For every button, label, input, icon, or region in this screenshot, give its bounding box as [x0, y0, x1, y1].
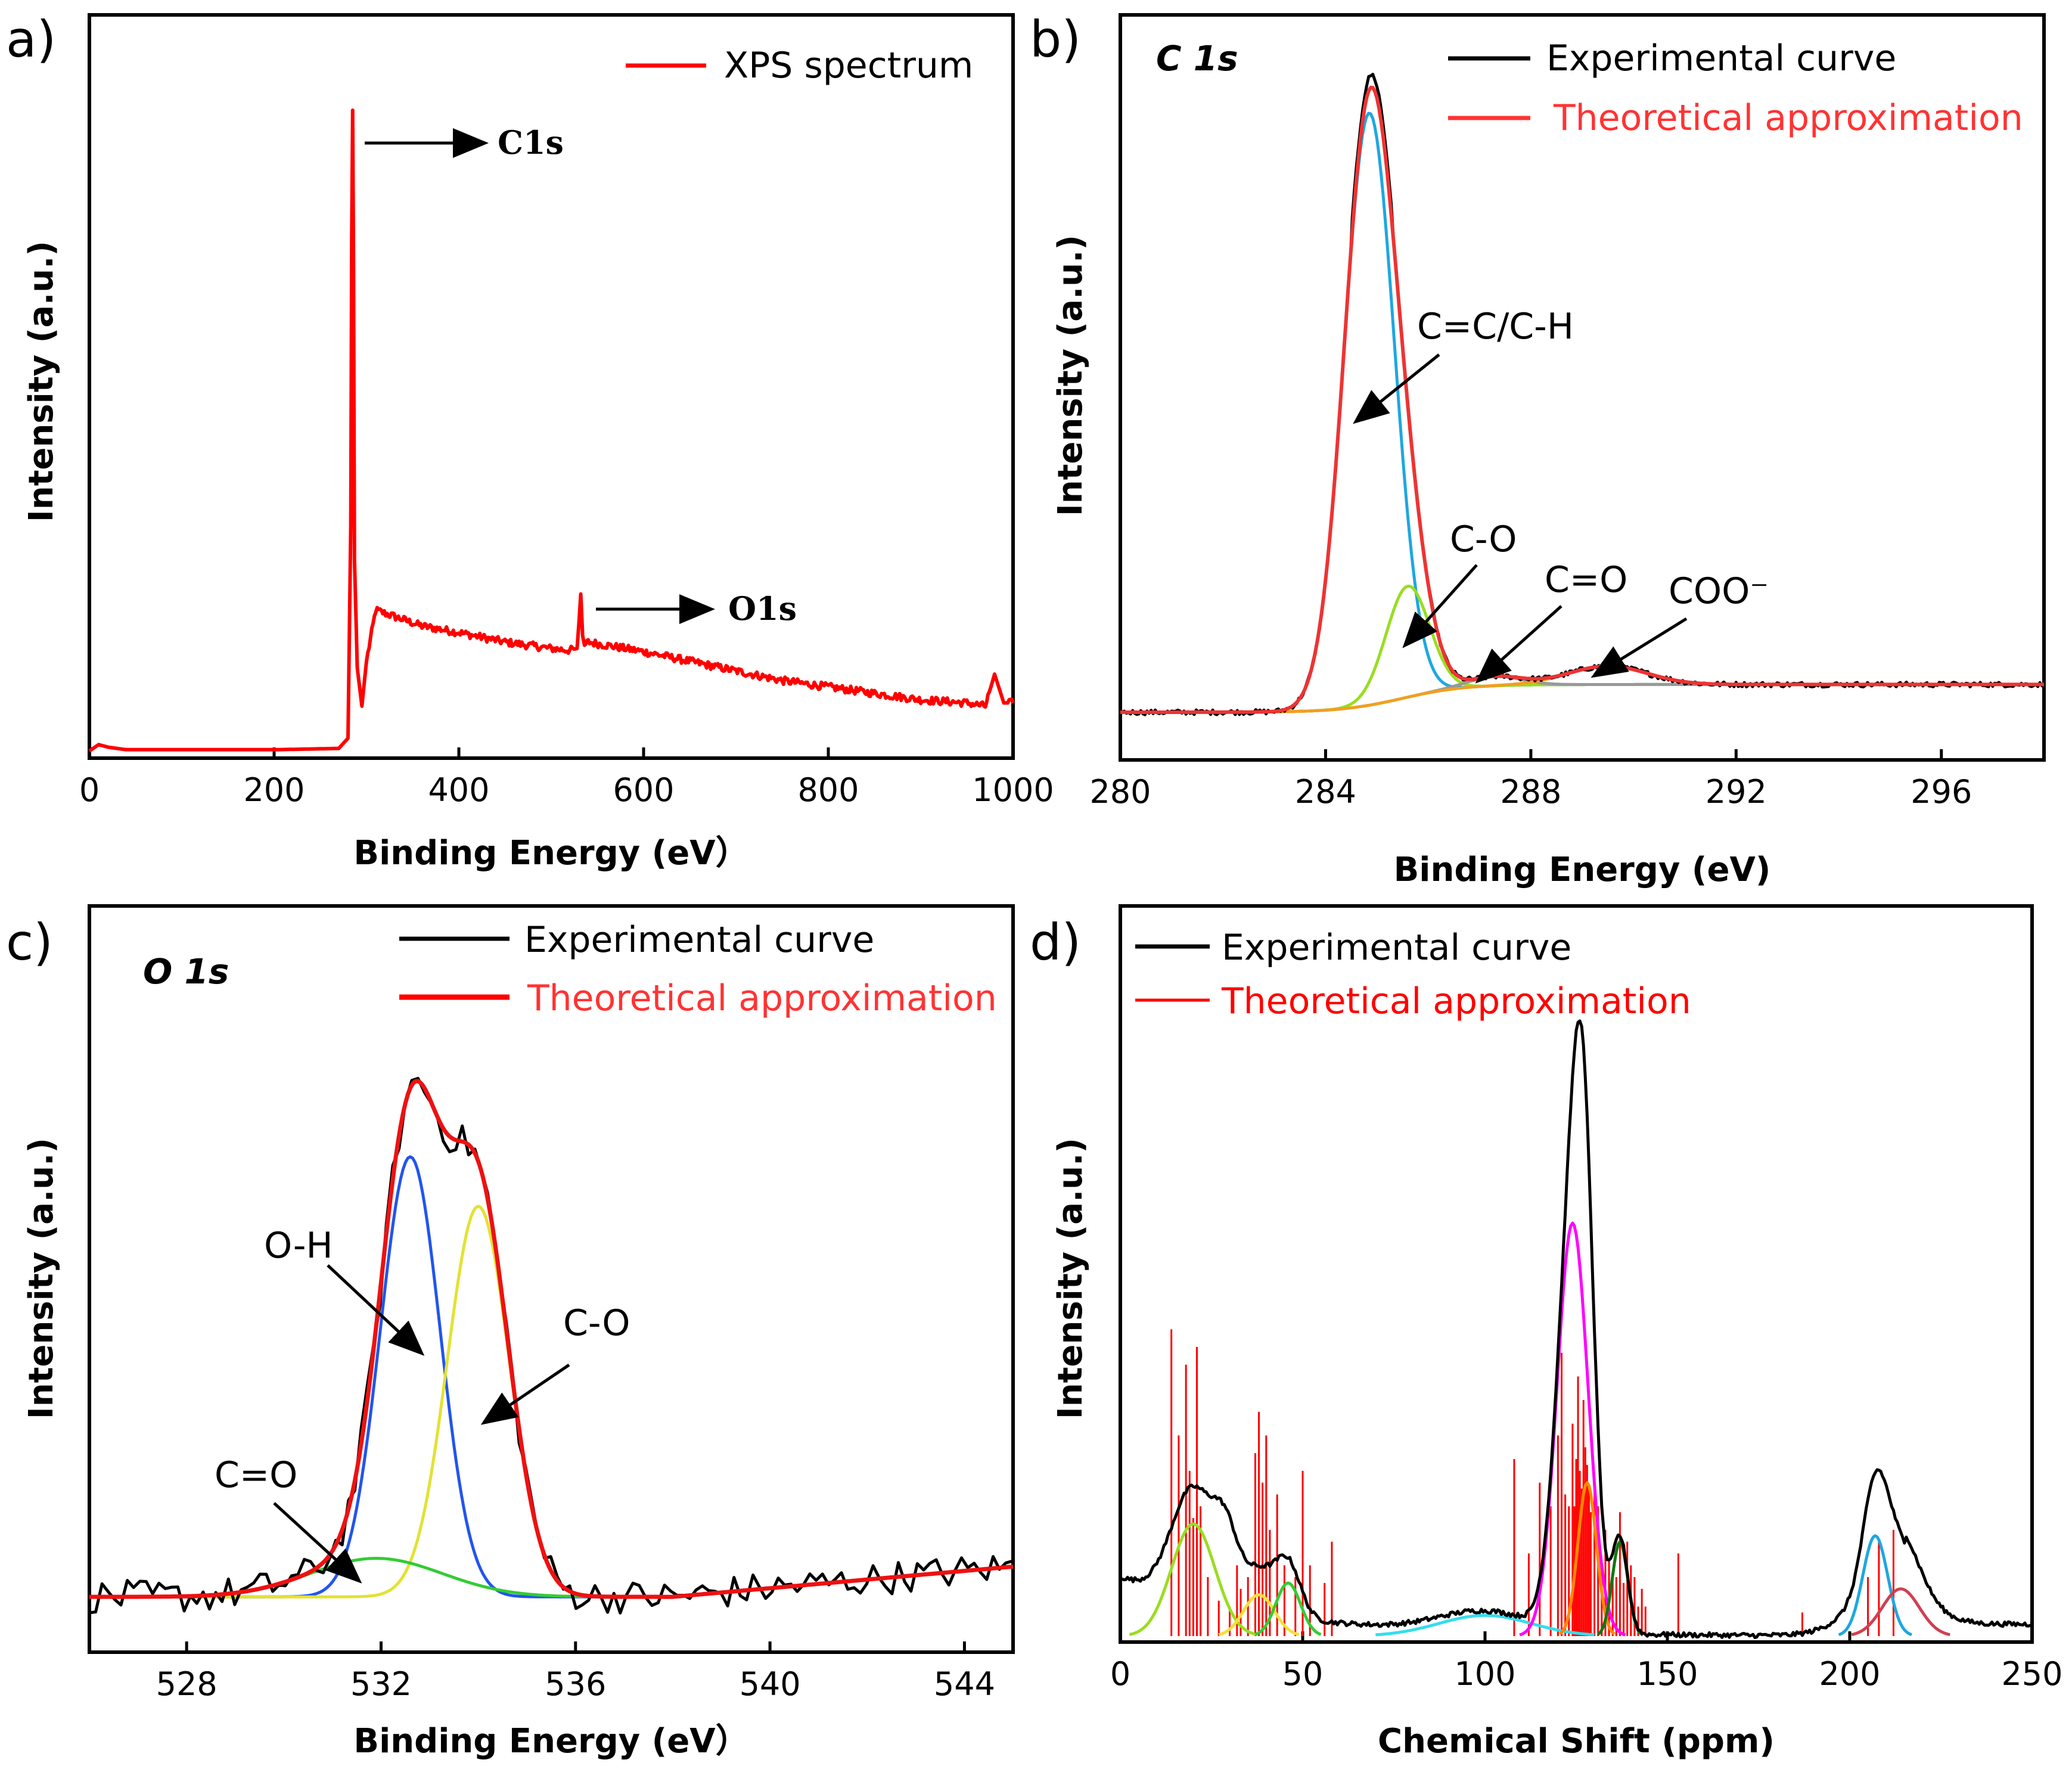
fit-component-8	[1851, 1587, 1950, 1637]
panel-d-legend-experimental: Experimental curve	[1222, 927, 1571, 969]
theoretical-curve	[89, 1079, 1014, 1599]
panel-c: c) 528 532 536 540 544 O 1s Binding Energy (…	[6, 904, 1015, 1761]
panel-a-ticks: 0 200 400 600 800 1000	[79, 747, 1054, 809]
x-tick-label: 400	[428, 771, 489, 809]
theoretical-curve	[1120, 85, 2044, 714]
x-tick-label: 0	[79, 771, 100, 809]
o-h-annotation: O-H	[264, 1225, 333, 1267]
panel-c-series	[89, 1076, 1014, 1615]
panel-c-letter: c)	[6, 913, 53, 972]
fit-component-0	[1129, 1522, 1258, 1636]
coo-arrow	[1590, 617, 1688, 678]
fit-component-0	[1120, 111, 2044, 714]
fit-component-1	[1218, 1593, 1300, 1637]
panel-b-ticks: 280 284 288 292 296	[1089, 749, 1972, 811]
x-tick-label: 800	[797, 771, 859, 809]
panel-b-legend-experimental: Experimental curve	[1546, 38, 1896, 79]
c-double-o-arrow-c	[273, 1502, 362, 1584]
background-line	[1120, 683, 2044, 713]
x-tick-label: 100	[1454, 1655, 1515, 1693]
panel-b-series	[1119, 73, 2046, 716]
panel-a-xlabel: Binding Energy (eV）	[353, 834, 748, 873]
panel-b-legend-theoretical: Theoretical approximation	[1553, 97, 2023, 139]
panel-a-ylabel: Intensity (a.u.)	[22, 241, 61, 522]
x-tick-label: 200	[243, 771, 305, 809]
x-tick-label: 250	[2001, 1655, 2062, 1693]
x-tick-label: 288	[1500, 773, 1561, 811]
c-double-o-annotation-c: C=O	[215, 1454, 297, 1496]
x-tick-label: 536	[545, 1665, 606, 1703]
fit-component-7	[1838, 1534, 1912, 1637]
fit-component-3	[1375, 1613, 1595, 1637]
xps-spectrum-line	[88, 108, 1015, 753]
fit-component-1	[89, 1205, 1014, 1599]
panel-c-frame	[88, 904, 1015, 1654]
panel-d-ylabel: Intensity (a.u.)	[1051, 1138, 1090, 1419]
panel-c-ticks: 528 532 536 540 544	[156, 1641, 995, 1703]
x-tick-label: 1000	[972, 771, 1054, 809]
panel-b-xlabel: Binding Energy (eV)	[1394, 851, 1771, 889]
panel-d-legend-theoretical: Theoretical approximation	[1221, 980, 1691, 1022]
c-o-annotation-c: C-O	[563, 1302, 630, 1344]
fit-component-2	[1254, 1581, 1322, 1636]
panel-c-ylabel: Intensity (a.u.)	[22, 1138, 61, 1419]
x-tick-label: 544	[934, 1665, 995, 1703]
c1s-annotation: C1s	[498, 123, 564, 162]
x-tick-label: 600	[613, 771, 674, 809]
panel-c-legend-experimental: Experimental curve	[524, 919, 874, 961]
panel-d-series	[1119, 1019, 2033, 1639]
panel-a: a) 0 200 400 600 800 1000 Binding Energy (eV）…	[6, 10, 1054, 873]
x-tick-label: 296	[1911, 773, 1972, 811]
experimental-curve	[89, 1076, 1013, 1615]
panel-d-ticks: 0 50 100 150 200 250	[1110, 1631, 2063, 1693]
panel-a-legend-label: XPS spectrum	[724, 45, 973, 86]
panel-c-title: O 1s	[143, 951, 229, 992]
panel-a-letter: a)	[6, 10, 56, 69]
coo-annotation: COO⁻	[1669, 570, 1769, 612]
cc-ch-annotation: C=C/C-H	[1417, 306, 1574, 347]
panel-d-xlabel: Chemical Shift (ppm)	[1378, 1722, 1775, 1761]
panel-c-xlabel: Binding Energy (eV）	[353, 1722, 748, 1761]
fit-component-3	[1120, 664, 2044, 714]
cc-ch-arrow	[1353, 353, 1440, 424]
c-o-arrow-c	[480, 1363, 570, 1425]
panel-b-title: C 1s	[1156, 38, 1238, 79]
panel-d-letter: d)	[1030, 913, 1081, 972]
c-double-o-annotation-b: C=O	[1545, 559, 1627, 601]
x-tick-label: 150	[1636, 1655, 1698, 1693]
panel-b-letter: b)	[1030, 10, 1081, 69]
panel-d: d) 0 50 100 150 200 250 Chemical Shift (ppm) …	[1030, 904, 2063, 1761]
x-tick-label: 292	[1706, 773, 1767, 811]
x-tick-label: 280	[1089, 773, 1151, 811]
x-tick-label: 532	[350, 1665, 412, 1703]
x-tick-label: 50	[1282, 1655, 1324, 1693]
c-o-arrow-b	[1402, 564, 1478, 648]
panel-c-legend-theoretical: Theoretical approximation	[527, 977, 997, 1019]
experimental-curve	[1119, 1019, 2033, 1639]
panel-b: b) 280 284 288 292 296 C 1s Binding Energy (…	[1030, 10, 2046, 889]
fit-component-1	[1120, 585, 2044, 714]
experimental-curve	[1119, 73, 2046, 716]
x-tick-label: 284	[1295, 773, 1356, 811]
panel-d-frame	[1119, 904, 2034, 1644]
panel-a-series	[88, 108, 1015, 753]
x-tick-label: 0	[1110, 1655, 1130, 1693]
panel-b-frame	[1119, 13, 2046, 762]
x-tick-label: 528	[156, 1665, 218, 1703]
o1s-annotation: O1s	[728, 589, 797, 628]
x-tick-label: 540	[740, 1665, 801, 1703]
c-o-annotation-b: C-O	[1450, 519, 1517, 560]
panel-b-ylabel: Intensity (a.u.)	[1051, 235, 1090, 516]
x-tick-label: 200	[1819, 1655, 1880, 1693]
o-h-arrow	[327, 1264, 425, 1356]
panel-a-frame	[88, 13, 1015, 760]
c-double-o-arrow-b	[1475, 605, 1562, 684]
